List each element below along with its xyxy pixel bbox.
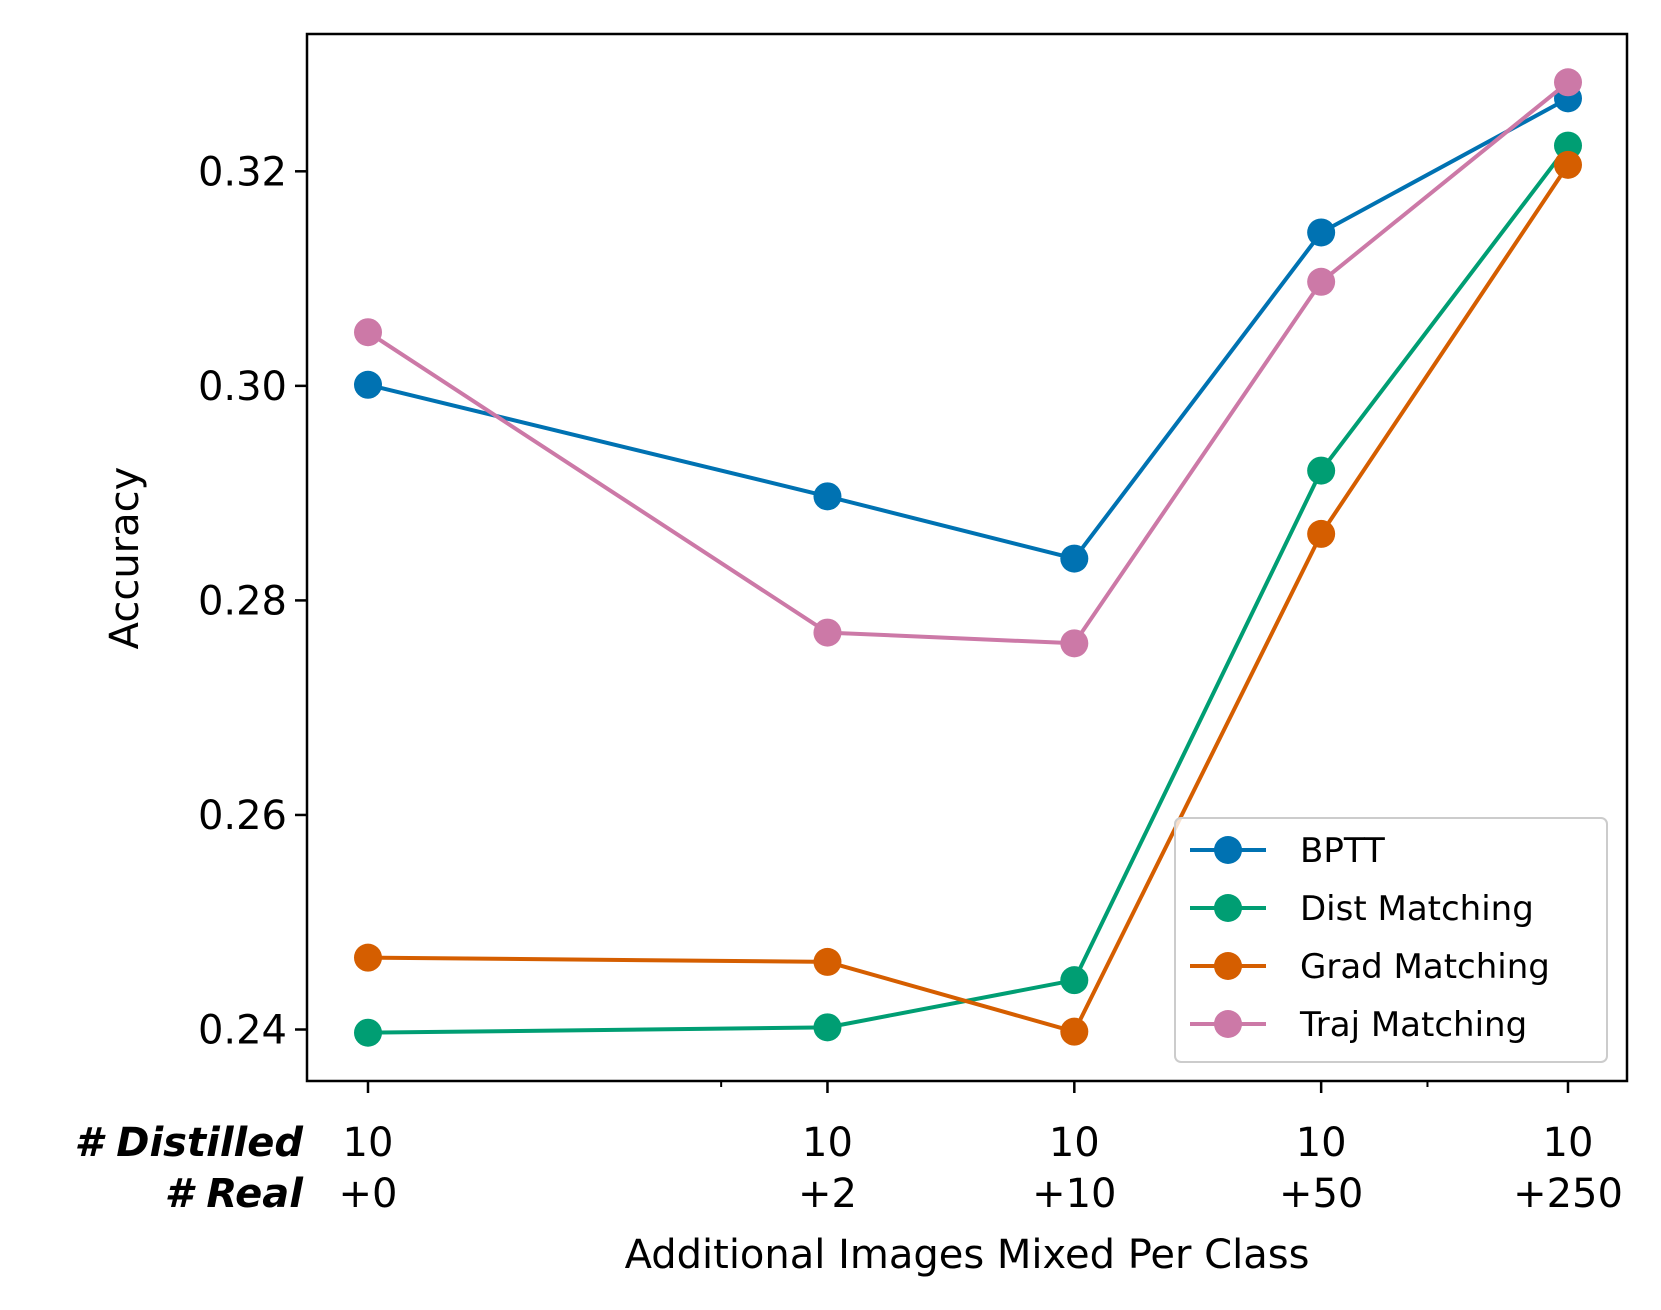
legend-entry-dist-matching: Dist Matching	[1190, 889, 1534, 929]
row-label-real: # Real	[165, 1171, 305, 1217]
legend-label: Grad Matching	[1300, 947, 1550, 987]
legend-label: Dist Matching	[1300, 889, 1534, 929]
x-tick-label-distilled: 10	[1543, 1120, 1594, 1166]
y-tick-label: 0.30	[198, 364, 287, 410]
data-point-bptt	[354, 370, 382, 399]
legend-label: BPTT	[1300, 831, 1385, 871]
data-point-traj-matching	[1060, 629, 1089, 658]
legend-swatch-marker	[1214, 836, 1242, 864]
series-layer	[354, 68, 1582, 1047]
series-dist-matching	[354, 131, 1582, 1047]
x-tick-label-distilled: 10	[1296, 1120, 1347, 1166]
data-point-bptt	[1060, 544, 1089, 573]
data-point-traj-matching	[813, 618, 842, 647]
data-point-grad-matching	[354, 943, 382, 972]
y-tick-label: 0.32	[198, 149, 287, 195]
legend: BPTT Dist Matching Grad Matching Traj Match…	[1174, 817, 1608, 1063]
data-point-bptt	[813, 482, 842, 511]
y-tick-label: 0.26	[198, 793, 287, 839]
data-point-traj-matching	[1554, 68, 1582, 97]
data-point-dist-matching	[1060, 966, 1089, 995]
legend-swatch-marker	[1214, 952, 1242, 980]
data-point-grad-matching	[1060, 1017, 1089, 1046]
x-axis-title: Additional Images Mixed Per Class	[625, 1232, 1310, 1278]
x-axis: 10 +0 10 +2 10 +10 10 +50 10 +250	[339, 1081, 1623, 1217]
data-point-dist-matching	[1307, 456, 1336, 485]
data-point-grad-matching	[1307, 519, 1336, 548]
legend-entry-traj-matching: Traj Matching	[1190, 1005, 1527, 1045]
x-tick-label-distilled: 10	[802, 1120, 853, 1166]
series-grad-matching	[354, 150, 1582, 1046]
data-point-grad-matching	[1554, 150, 1582, 179]
data-point-bptt	[1307, 218, 1336, 247]
x-tick-label-real: +10	[1032, 1171, 1116, 1217]
data-point-traj-matching	[354, 318, 382, 347]
x-tick-label-real: +0	[339, 1171, 398, 1217]
legend-frame	[1174, 817, 1608, 1063]
legend-entry-bptt: BPTT	[1190, 831, 1385, 871]
data-point-dist-matching	[813, 1013, 842, 1042]
y-tick-label: 0.24	[198, 1008, 287, 1054]
legend-entry-grad-matching: Grad Matching	[1190, 947, 1550, 987]
x-tick-label-distilled: 10	[1049, 1120, 1100, 1166]
data-point-grad-matching	[813, 947, 842, 976]
legend-label: Traj Matching	[1299, 1005, 1527, 1045]
row-label-distilled: # Distilled	[75, 1120, 304, 1166]
x-tick-label-distilled: 10	[343, 1120, 394, 1166]
data-point-dist-matching	[1554, 131, 1582, 160]
x-tick-label-real: +250	[1513, 1171, 1623, 1217]
data-point-traj-matching	[1307, 267, 1336, 296]
y-axis: 0.24 0.26 0.28 0.30 0.32	[198, 149, 307, 1054]
y-axis-title: Accuracy	[102, 467, 148, 650]
legend-swatch-marker	[1214, 1010, 1242, 1038]
x-tick-label-real: +50	[1279, 1171, 1363, 1217]
x-tick-label-real: +2	[798, 1171, 857, 1217]
legend-swatch-marker	[1214, 894, 1242, 922]
series-traj-matching	[354, 68, 1582, 658]
plot-frame	[305, 32, 1629, 1083]
data-point-dist-matching	[354, 1018, 382, 1047]
y-tick-label: 0.28	[198, 578, 287, 624]
